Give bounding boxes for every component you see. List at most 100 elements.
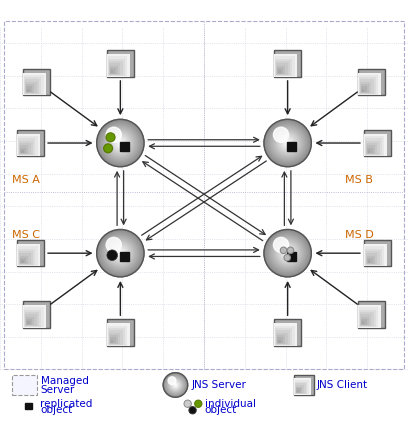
Bar	[358, 301, 385, 328]
Bar	[278, 340, 281, 343]
Bar	[294, 378, 311, 395]
Circle shape	[282, 247, 294, 260]
Bar	[23, 301, 50, 328]
Bar	[359, 77, 376, 94]
Bar	[278, 70, 281, 73]
Circle shape	[104, 144, 113, 153]
Bar	[107, 50, 133, 77]
Circle shape	[284, 139, 292, 147]
Circle shape	[168, 377, 183, 393]
Bar	[358, 305, 381, 328]
Circle shape	[266, 232, 309, 274]
Circle shape	[277, 243, 298, 264]
Circle shape	[163, 373, 188, 397]
Circle shape	[270, 126, 305, 160]
Bar	[365, 246, 384, 266]
Circle shape	[113, 246, 127, 260]
Bar	[366, 251, 380, 265]
Bar	[111, 70, 113, 73]
Text: MS B: MS B	[345, 175, 373, 185]
Bar	[365, 136, 384, 156]
Circle shape	[280, 245, 295, 261]
Circle shape	[164, 374, 186, 396]
Circle shape	[175, 384, 176, 386]
Text: MS C: MS C	[12, 230, 40, 240]
Circle shape	[276, 241, 299, 265]
Bar	[275, 328, 292, 345]
Circle shape	[116, 139, 124, 147]
Circle shape	[286, 252, 289, 255]
Circle shape	[119, 142, 122, 145]
Bar	[368, 150, 370, 153]
Bar	[25, 403, 32, 409]
Text: object: object	[40, 405, 72, 415]
Bar	[361, 321, 364, 324]
Bar	[366, 253, 377, 264]
Circle shape	[167, 376, 184, 394]
Text: MS A: MS A	[12, 175, 40, 185]
Bar	[25, 314, 37, 326]
Circle shape	[266, 122, 309, 164]
Circle shape	[268, 123, 307, 163]
Bar	[364, 240, 391, 267]
Text: Server: Server	[41, 385, 75, 395]
Circle shape	[273, 129, 302, 157]
Circle shape	[277, 133, 298, 153]
Bar	[23, 69, 50, 95]
Circle shape	[100, 122, 141, 163]
Bar	[27, 321, 30, 324]
Bar	[20, 146, 28, 154]
Bar	[295, 383, 306, 394]
Circle shape	[267, 232, 308, 274]
Circle shape	[102, 235, 138, 271]
Circle shape	[284, 249, 292, 257]
Circle shape	[169, 378, 182, 392]
Circle shape	[275, 130, 300, 156]
Bar	[287, 252, 296, 261]
Circle shape	[166, 376, 184, 394]
Bar	[19, 141, 33, 155]
Text: JNS Server: JNS Server	[192, 380, 246, 390]
Circle shape	[171, 380, 180, 390]
Circle shape	[270, 235, 306, 271]
Circle shape	[109, 242, 131, 264]
Bar	[361, 319, 367, 325]
Circle shape	[112, 245, 129, 262]
Circle shape	[279, 245, 296, 262]
Bar	[26, 84, 34, 93]
Circle shape	[264, 229, 311, 277]
Bar	[23, 73, 46, 95]
Circle shape	[113, 136, 127, 150]
Bar	[108, 59, 125, 76]
Bar	[20, 148, 26, 153]
Circle shape	[102, 124, 139, 162]
Bar	[18, 139, 35, 155]
Bar	[25, 80, 39, 94]
Circle shape	[112, 134, 129, 152]
Circle shape	[274, 240, 301, 267]
Circle shape	[171, 381, 180, 389]
Text: replicated: replicated	[40, 399, 92, 409]
Circle shape	[272, 127, 304, 159]
Circle shape	[284, 140, 291, 146]
Bar	[111, 340, 113, 343]
Circle shape	[106, 133, 115, 142]
Circle shape	[285, 141, 290, 146]
Bar	[274, 323, 297, 346]
Text: Managed: Managed	[41, 376, 89, 386]
Circle shape	[168, 378, 183, 392]
Circle shape	[279, 134, 296, 152]
Bar	[275, 56, 295, 76]
Circle shape	[106, 237, 121, 253]
Circle shape	[115, 138, 125, 148]
Circle shape	[287, 142, 288, 144]
Circle shape	[113, 245, 128, 261]
Bar	[287, 142, 296, 151]
Circle shape	[172, 382, 179, 388]
Bar	[295, 382, 307, 394]
Circle shape	[285, 251, 290, 256]
Bar	[359, 80, 374, 94]
Circle shape	[267, 122, 308, 163]
Circle shape	[284, 254, 290, 261]
Circle shape	[104, 236, 137, 270]
